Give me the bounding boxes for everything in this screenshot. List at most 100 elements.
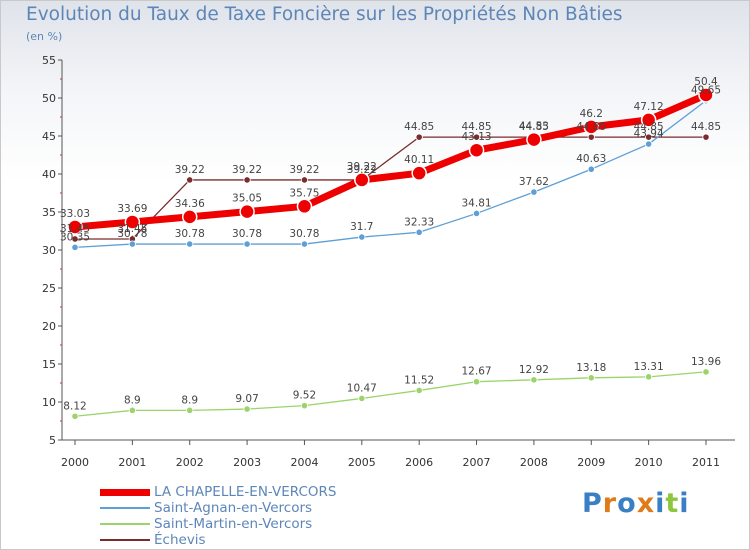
data-point-la-chapelle-en-vercors: [181, 209, 198, 225]
logo-letter: r: [602, 488, 618, 519]
x-tick-label: 2008: [520, 456, 548, 469]
data-label-echevis: 44.85: [404, 121, 434, 133]
series-line-echevis: [75, 136, 706, 240]
data-label-echevis: 39.22: [289, 164, 319, 176]
data-label-la-chapelle-en-vercors: 35.05: [232, 193, 262, 205]
data-point-saint-martin-en-vercors: [530, 376, 538, 384]
data-label-saint-agnan-en-vercors: 30.78: [117, 228, 147, 240]
data-label-saint-agnan-en-vercors: 34.81: [462, 197, 492, 209]
data-point-echevis: [243, 176, 251, 184]
series-saint-martin-en-vercors: [71, 368, 710, 420]
data-label-saint-martin-en-vercors: 9.52: [293, 390, 316, 402]
data-point-echevis: [300, 176, 309, 184]
data-point-echevis: [472, 133, 481, 141]
data-label-echevis: 44.85: [576, 121, 606, 133]
data-point-saint-agnan-en-vercors: [530, 188, 538, 196]
data-point-la-chapelle-en-vercors: [411, 165, 427, 181]
data-point-echevis: [71, 235, 79, 243]
data-label-la-chapelle-en-vercors: 33.03: [60, 208, 90, 220]
data-point-la-chapelle-en-vercors: [468, 142, 485, 158]
data-point-saint-martin-en-vercors: [587, 374, 595, 382]
data-point-saint-martin-en-vercors: [71, 412, 79, 420]
data-point-echevis: [702, 133, 710, 141]
series-line-saint-agnan-en-vercors: [74, 100, 707, 248]
data-point-saint-agnan-en-vercors: [358, 233, 366, 241]
data-point-la-chapelle-en-vercors: [239, 203, 255, 220]
series-echevis: [71, 133, 710, 243]
chart-unit-label: (en %): [26, 30, 63, 43]
data-label-la-chapelle-en-vercors: 47.12: [634, 101, 664, 113]
chart-data-labels: 31.45 31.45 39.22 39.22 39.22 39.22 44.85 44.85…: [60, 76, 721, 412]
legend-swatch: [100, 539, 150, 541]
data-point-saint-martin-en-vercors: [186, 406, 194, 414]
data-label-echevis: 39.22: [175, 164, 205, 176]
chart-series: [67, 87, 714, 420]
data-label-saint-martin-en-vercors: 13.18: [576, 362, 606, 374]
x-tick-label: 2009: [577, 456, 605, 469]
data-label-saint-martin-en-vercors: 13.96: [691, 356, 721, 368]
data-label-saint-agnan-en-vercors: 30.78: [232, 228, 262, 240]
series-line-saint-martin-en-vercors: [74, 371, 707, 417]
y-tick-label: 45: [42, 130, 56, 143]
chart-axes: 5 10 15 20 25 30 35 40 45 50 55 2000 2001 2002 2003 200…: [42, 54, 735, 469]
data-point-saint-agnan-en-vercors: [300, 240, 309, 248]
data-point-saint-agnan-en-vercors: [645, 140, 653, 148]
legend-swatch: [100, 507, 150, 509]
data-label-echevis: 44.85: [519, 121, 549, 133]
data-label-echevis: 39.22: [347, 164, 377, 176]
y-tick-label: 40: [42, 168, 56, 181]
y-tick-label: 35: [42, 206, 56, 219]
y-tick-label: 55: [42, 54, 56, 67]
data-label-echevis: 44.85: [462, 121, 492, 133]
data-label-saint-martin-en-vercors: 12.67: [462, 366, 492, 378]
y-tick-label: 30: [42, 244, 56, 257]
data-label-echevis: 31.45: [117, 223, 147, 235]
x-tick-label: 2005: [348, 456, 376, 469]
y-tick-label: 5: [49, 434, 56, 447]
data-point-echevis: [186, 176, 194, 184]
data-label-saint-martin-en-vercors: 12.92: [519, 364, 549, 376]
data-label-saint-martin-en-vercors: 11.52: [404, 374, 434, 386]
x-tick-label: 2000: [61, 456, 89, 469]
x-tick-label: 2003: [233, 456, 261, 469]
x-tick-label: 2004: [290, 456, 318, 469]
data-point-saint-agnan-en-vercors: [186, 240, 194, 248]
data-label-saint-martin-en-vercors: 8.9: [181, 394, 198, 406]
data-point-echevis: [645, 133, 653, 141]
logo-letter: i: [655, 488, 666, 519]
data-label-saint-agnan-en-vercors: 30.35: [60, 231, 90, 243]
data-label-saint-agnan-en-vercors: 43.94: [634, 128, 664, 140]
data-point-saint-martin-en-vercors: [128, 406, 136, 414]
data-label-echevis: 44.85: [634, 121, 664, 133]
legend-swatch: [100, 488, 150, 496]
data-label-echevis: 44.85: [691, 121, 721, 133]
data-label-la-chapelle-en-vercors: 46.2: [580, 108, 603, 120]
legend-label: Saint-Martin-en-Vercors: [154, 516, 313, 532]
data-label-la-chapelle-en-vercors: 35.75: [289, 187, 319, 199]
series-line-la-chapelle-en-vercors: [74, 91, 708, 231]
data-label-la-chapelle-en-vercors: 39.22: [347, 161, 377, 173]
data-label-saint-martin-en-vercors: 9.07: [235, 393, 258, 405]
data-point-saint-martin-en-vercors: [472, 378, 481, 386]
data-label-la-chapelle-en-vercors: 33.69: [117, 203, 147, 215]
data-point-saint-agnan-en-vercors: [243, 240, 251, 248]
x-tick-label: 2006: [405, 456, 433, 469]
data-point-saint-martin-en-vercors: [702, 368, 710, 376]
logo-letter: i: [679, 488, 690, 519]
series-la-chapelle-en-vercors: [67, 87, 714, 235]
logo-letter: t: [665, 488, 680, 519]
data-label-saint-martin-en-vercors: 8.12: [63, 400, 86, 412]
data-label-saint-martin-en-vercors: 10.47: [347, 382, 377, 394]
data-label-echevis: 31.45: [60, 223, 90, 235]
data-point-echevis: [587, 133, 595, 141]
data-label-la-chapelle-en-vercors: 50.4: [694, 76, 718, 88]
data-point-saint-martin-en-vercors: [358, 394, 366, 403]
data-point-saint-agnan-en-vercors: [415, 228, 423, 236]
legend-label: Échevis: [154, 532, 206, 548]
y-tick-label: 15: [42, 358, 56, 371]
y-tick-label: 25: [42, 282, 56, 295]
data-label-echevis: 39.22: [232, 164, 262, 176]
legend-label: Saint-Agnan-en-Vercors: [154, 500, 313, 516]
data-label-la-chapelle-en-vercors: 40.11: [404, 154, 434, 166]
data-point-la-chapelle-en-vercors: [67, 219, 83, 235]
